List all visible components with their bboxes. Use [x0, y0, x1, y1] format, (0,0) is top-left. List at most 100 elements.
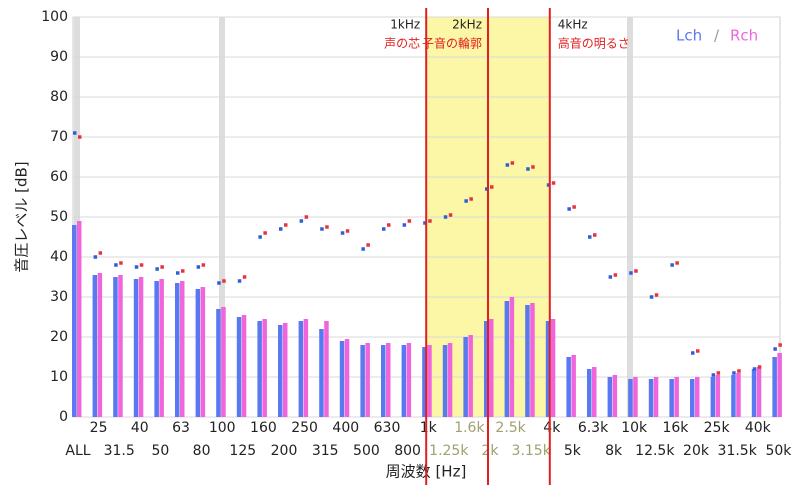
bar	[463, 337, 468, 417]
peak-dot	[155, 267, 159, 271]
bar	[72, 225, 77, 417]
bar	[442, 345, 448, 417]
marker-label: 1kHz	[390, 18, 420, 32]
bar	[530, 303, 535, 417]
x-tick-label: 400	[332, 420, 359, 436]
bar	[200, 287, 206, 417]
bar	[406, 343, 412, 417]
bar	[607, 377, 613, 417]
bar	[653, 377, 659, 417]
x-tick-label: 800	[394, 443, 421, 459]
peak-dot	[78, 135, 82, 139]
x-tick-label: 80	[193, 443, 211, 459]
bar	[216, 309, 221, 417]
peak-dot	[464, 199, 468, 203]
bar	[447, 343, 453, 417]
peak-dot	[629, 271, 633, 275]
x-tick-label: 20k	[683, 443, 710, 459]
x-tick-label: 25	[90, 420, 108, 436]
bar	[715, 375, 721, 417]
bar	[92, 275, 98, 417]
bar	[386, 343, 391, 417]
peak-dot	[526, 167, 530, 171]
x-tick-label: 125	[229, 443, 256, 459]
bar	[283, 323, 288, 417]
peak-dot	[196, 265, 201, 269]
x-tick-label: 100	[209, 420, 236, 436]
bar	[257, 321, 262, 417]
bar	[695, 377, 700, 417]
peak-dot	[304, 215, 309, 219]
x-tick-label: 6.3k	[578, 420, 609, 436]
y-tick-label: 30	[50, 289, 68, 305]
peak-dot	[469, 197, 473, 201]
peak-dot	[696, 349, 700, 353]
peak-dot	[757, 365, 762, 369]
peak-dot	[546, 183, 551, 187]
bar	[731, 375, 736, 417]
peak-dot	[737, 369, 741, 373]
peak-dot	[675, 261, 679, 265]
y-tick-label: 10	[50, 369, 68, 385]
bar	[221, 307, 226, 417]
peak-dot	[531, 165, 535, 169]
peak-dot	[428, 219, 432, 223]
x-tick-label: 1.25k	[429, 443, 469, 459]
x-tick-label: 63	[172, 420, 190, 436]
peak-dot	[222, 279, 226, 283]
bar	[756, 367, 762, 417]
legend-entry: Lch	[676, 27, 702, 45]
x-tick-label: 500	[353, 443, 380, 459]
peak-dot	[93, 255, 98, 259]
y-tick-label: 80	[50, 89, 68, 105]
peak-dot	[778, 343, 782, 347]
bar	[751, 369, 757, 417]
bar	[690, 379, 695, 417]
x-tick-label: 31.5k	[718, 443, 758, 459]
bar	[587, 369, 592, 417]
peak-dot	[490, 185, 494, 189]
peak-dot	[299, 219, 304, 223]
bar	[97, 273, 103, 417]
x-tick-label: 200	[271, 443, 298, 459]
x-tick-label: 16k	[662, 420, 689, 436]
bar	[648, 379, 654, 417]
bar	[236, 317, 242, 417]
x-tick-label: 1.6k	[454, 420, 485, 436]
peak-dot	[423, 221, 427, 225]
bar	[489, 319, 494, 417]
peak-dot	[649, 295, 654, 299]
bar	[545, 321, 551, 417]
bar	[566, 357, 571, 417]
bar	[278, 325, 283, 417]
peak-dot	[345, 229, 350, 233]
bar	[509, 297, 515, 417]
peak-dot	[588, 235, 592, 239]
bar	[550, 319, 556, 417]
x-tick-label: 8k	[605, 443, 623, 459]
peak-dot	[160, 265, 164, 269]
peak-dot	[608, 275, 613, 279]
bar	[180, 281, 185, 417]
peak-dot	[691, 351, 695, 355]
peak-dot	[485, 187, 489, 191]
bar	[628, 379, 633, 417]
x-tick-label: 12.5k	[635, 443, 675, 459]
marker-note: 高音の明るさ	[558, 36, 630, 51]
bar	[633, 377, 638, 417]
bar	[339, 341, 345, 417]
legend-separator: /	[714, 27, 720, 45]
x-tick-label: 160	[250, 420, 277, 436]
bar	[344, 339, 350, 417]
peak-dot	[510, 161, 515, 165]
bar	[669, 379, 674, 417]
peak-dot	[139, 263, 144, 267]
bar	[360, 345, 365, 417]
peak-dot	[402, 223, 407, 227]
peak-dot	[201, 263, 206, 267]
x-tick-label: 50k	[765, 443, 792, 459]
bar	[381, 345, 386, 417]
bar	[504, 301, 510, 417]
bar	[298, 321, 304, 417]
